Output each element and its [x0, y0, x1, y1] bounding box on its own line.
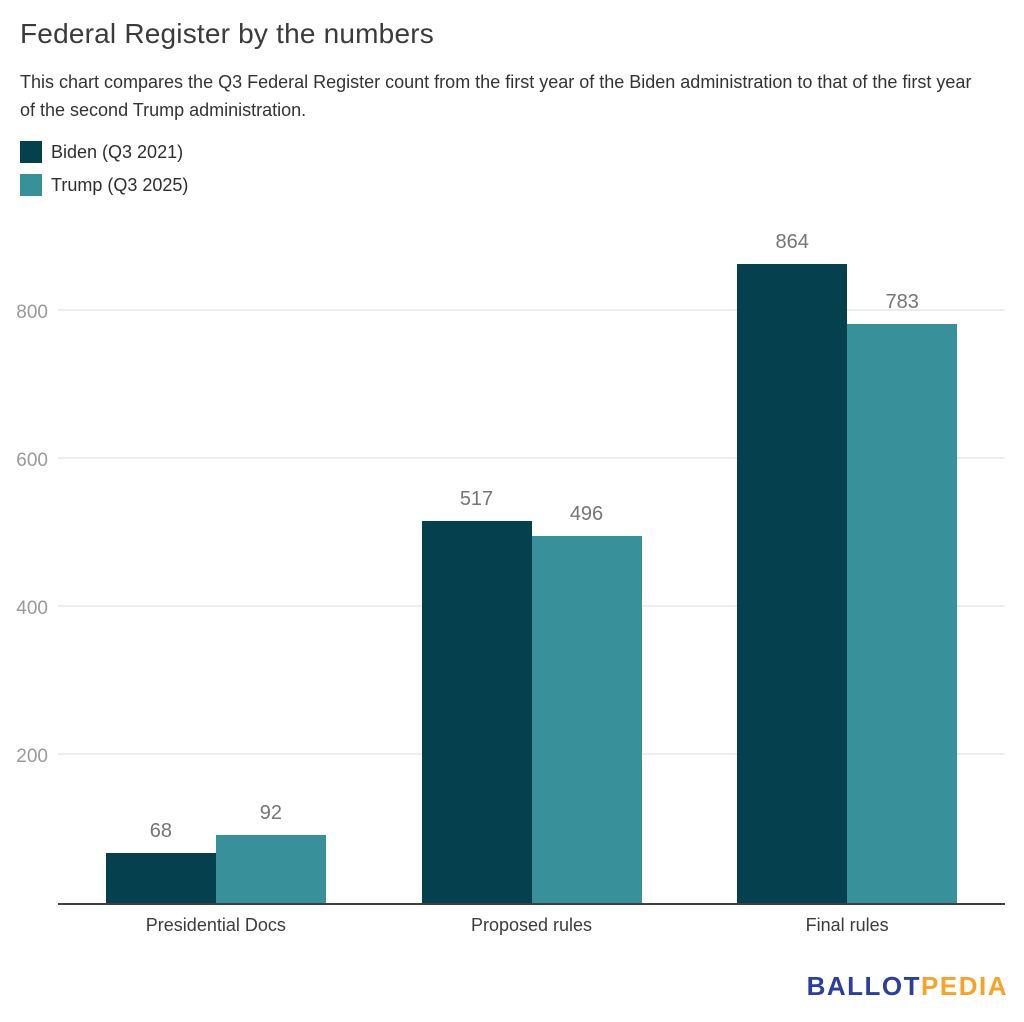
y-tick-label: 600	[16, 450, 48, 472]
bar-value-label: 783	[885, 290, 919, 313]
legend-label-biden: Biden (Q3 2021)	[51, 141, 184, 162]
legend-label-trump: Trump (Q3 2025)	[51, 174, 189, 195]
chart-title: Federal Register by the numbers	[20, 18, 434, 49]
bar-value-label: 92	[259, 801, 282, 824]
ballotpedia-logo: BALLOTPEDIA	[807, 971, 1008, 1002]
x-axis: Presidential Docs Proposed rules Final rul…	[58, 915, 1005, 936]
bar-value-label: 496	[569, 503, 604, 526]
y-axis: 200 400 600 800	[0, 230, 48, 905]
legend-swatch	[20, 141, 42, 163]
bar-group: 68 92	[58, 230, 374, 903]
bar-group: 517 496	[374, 230, 690, 903]
legend: Biden (Q3 2021) Trump (Q3 2025)	[20, 141, 188, 207]
y-tick-label: 800	[16, 302, 48, 324]
logo-text-pedia: PEDIA	[921, 971, 1008, 1001]
bar-value-label: 68	[149, 819, 172, 842]
bar-value-label: 864	[775, 231, 809, 254]
y-tick-label: 400	[16, 598, 48, 620]
gridline	[58, 309, 1005, 312]
bar-biden: 68	[105, 820, 216, 903]
bar-biden: 864	[737, 231, 848, 903]
bar-trump: 783	[847, 291, 958, 903]
gridline	[58, 457, 1005, 460]
legend-swatch	[20, 174, 42, 196]
bar-trump: 92	[215, 802, 326, 903]
chart-subtitle: This chart compares the Q3 Federal Regis…	[20, 72, 972, 120]
bar-biden: 517	[421, 488, 532, 903]
x-category-label: Presidential Docs	[145, 915, 286, 935]
x-category-label: Proposed rules	[470, 915, 593, 935]
bar-trump: 496	[531, 503, 642, 903]
bar-value-label: 517	[459, 487, 494, 510]
legend-item-trump: Trump (Q3 2025)	[20, 174, 188, 196]
x-category-label: Final rules	[805, 915, 889, 935]
plot-area: 68 92 517 496 864 783	[58, 230, 1005, 905]
y-tick-label: 200	[16, 746, 48, 768]
logo-text-ballot: BALLOT	[806, 971, 922, 1001]
bar-groups: 68 92 517 496 864 783	[58, 230, 1005, 903]
legend-item-biden: Biden (Q3 2021)	[20, 141, 188, 163]
bar-group: 864 783	[689, 230, 1005, 903]
